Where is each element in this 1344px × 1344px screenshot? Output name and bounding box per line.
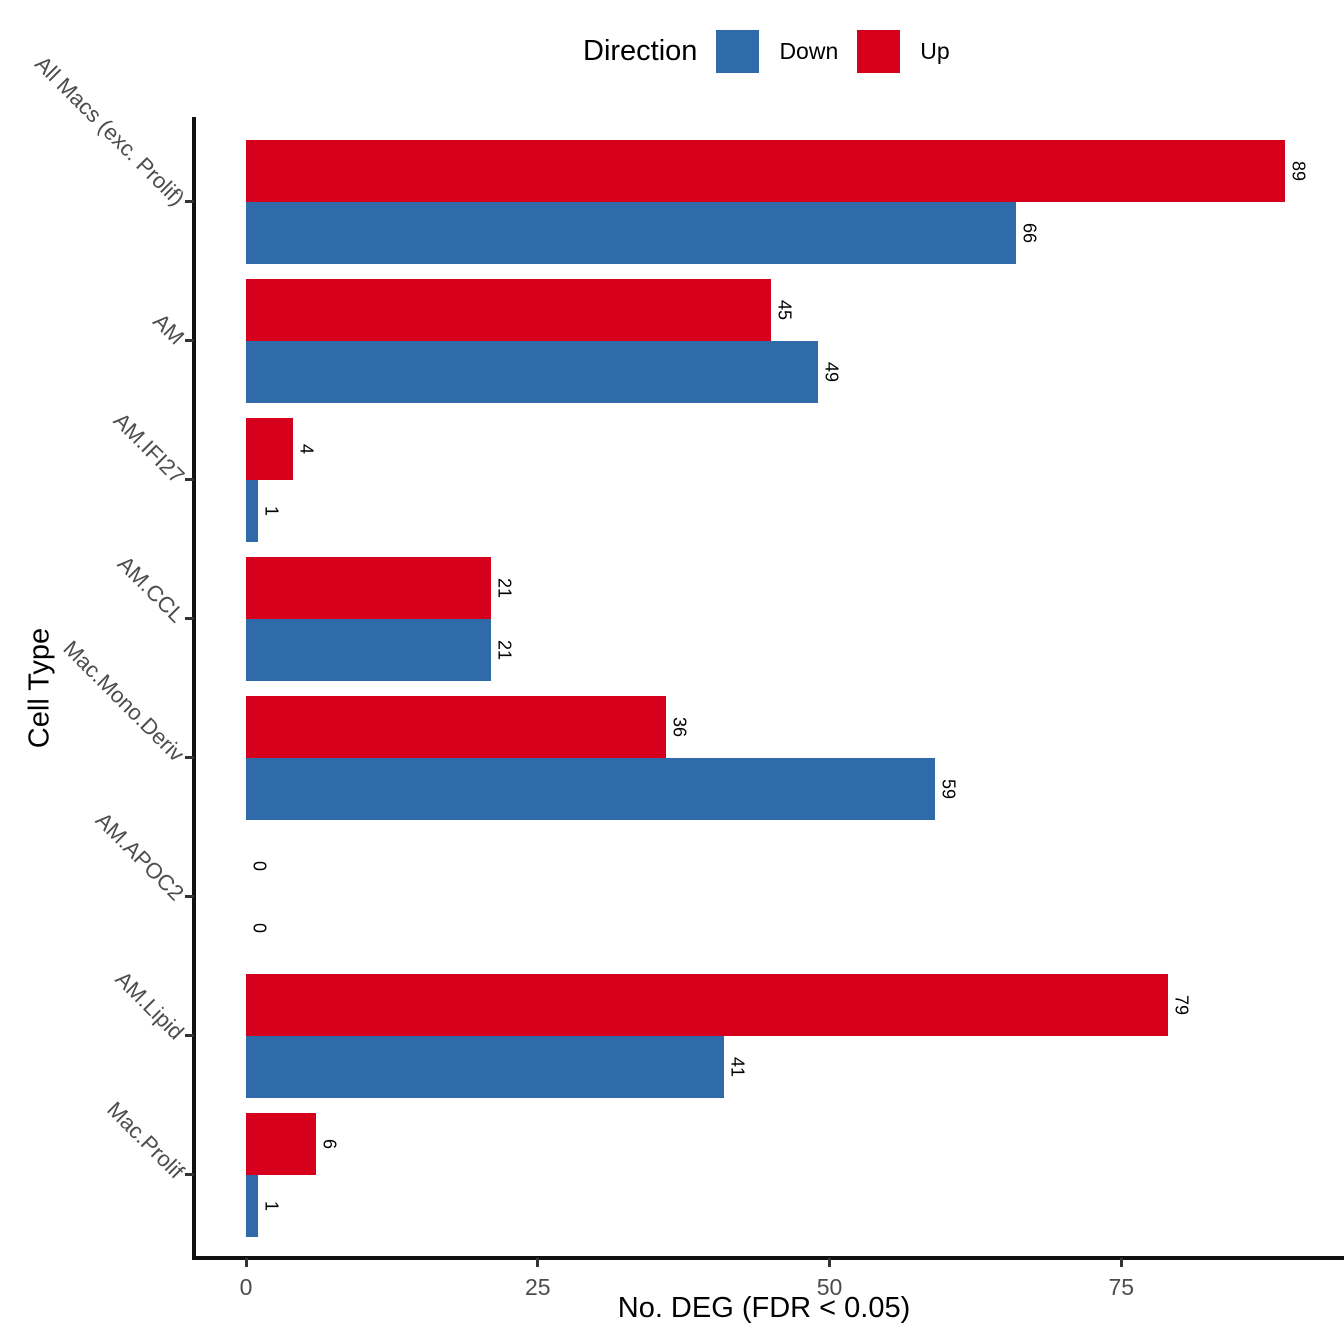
x-axis-line <box>192 1256 1344 1260</box>
bar-value-label: 66 <box>1019 222 1040 243</box>
legend-label-down: Down <box>779 37 839 64</box>
x-tick-mark <box>1119 1258 1123 1267</box>
legend: Direction Down Up <box>583 26 950 76</box>
legend-swatch-up-icon <box>857 29 901 73</box>
bar-value-label: 36 <box>669 716 690 737</box>
bar-up-AM.CCL <box>246 556 492 619</box>
y-tick-mark <box>185 617 194 620</box>
bar-value-label: 4 <box>296 443 317 454</box>
bar-value-label: 79 <box>1171 994 1192 1015</box>
x-tick-label: 0 <box>239 1274 253 1300</box>
bar-value-label: 21 <box>494 639 515 660</box>
y-tick-mark <box>185 1034 194 1037</box>
y-tick-label: All Macs (exc. Prolif) <box>29 50 190 210</box>
bar-up-All Macs (exc. Prolif) <box>246 139 1285 202</box>
bar-value-label: 0 <box>249 922 270 933</box>
legend-swatch-down-icon <box>716 29 760 73</box>
bar-down-All Macs (exc. Prolif) <box>246 201 1017 264</box>
bar-down-AM.IFI27 <box>246 479 258 542</box>
bar-value-label: 1 <box>261 505 282 516</box>
bar-value-label: 0 <box>249 860 270 871</box>
x-axis-title: No. DEG (FDR < 0.05) <box>617 1292 911 1324</box>
bar-value-label: 41 <box>727 1056 748 1077</box>
y-tick-label: AM <box>148 307 190 349</box>
bar-value-label: 59 <box>938 778 959 799</box>
legend-title: Direction <box>583 34 698 67</box>
bar-down-Mac.Mono.Deriv <box>246 757 935 820</box>
bar-value-label: 1 <box>261 1200 282 1211</box>
y-tick-label: AM.Lipid <box>110 965 190 1044</box>
bar-up-AM.IFI27 <box>246 417 293 480</box>
y-tick-mark <box>185 895 194 898</box>
y-tick-label: Mac.Prolif <box>102 1096 190 1183</box>
y-tick-label: Mac.Mono.Deriv <box>58 635 190 766</box>
x-tick-mark <box>244 1258 248 1267</box>
bar-up-Mac.Mono.Deriv <box>246 695 667 758</box>
y-tick-mark <box>185 339 194 342</box>
y-tick-mark <box>185 200 194 203</box>
bar-down-AM <box>246 340 818 403</box>
y-tick-label: AM.IFI27 <box>108 407 190 488</box>
bar-down-Mac.Prolif <box>246 1174 258 1237</box>
y-tick-mark <box>185 1173 194 1176</box>
x-tick-mark <box>828 1258 831 1267</box>
bar-value-label: 89 <box>1288 160 1309 181</box>
bar-up-AM.Lipid <box>246 973 1168 1036</box>
legend-item-down: Down <box>716 29 839 73</box>
legend-item-up: Up <box>857 29 950 73</box>
bar-value-label: 49 <box>821 361 842 382</box>
x-tick-label: 75 <box>1108 1274 1135 1300</box>
y-tick-mark <box>185 756 194 759</box>
bar-up-AM <box>246 278 772 341</box>
y-axis-title: Cell Type <box>23 627 56 749</box>
legend-label-up: Up <box>920 37 950 64</box>
x-tick-mark <box>536 1258 540 1267</box>
x-tick-label: 25 <box>524 1274 551 1300</box>
x-tick-label: 50 <box>816 1274 843 1300</box>
y-tick-label: AM.CCL <box>112 550 190 627</box>
bar-value-label: 45 <box>774 299 795 320</box>
bar-down-AM.Lipid <box>246 1035 725 1098</box>
bar-down-AM.CCL <box>246 618 492 681</box>
bar-up-Mac.Prolif <box>246 1112 317 1175</box>
bar-value-label: 21 <box>494 577 515 598</box>
y-axis-line <box>192 117 196 1260</box>
y-tick-mark <box>185 478 194 481</box>
bar-value-label: 6 <box>319 1138 340 1149</box>
y-tick-label: AM.APOC2 <box>91 806 190 905</box>
